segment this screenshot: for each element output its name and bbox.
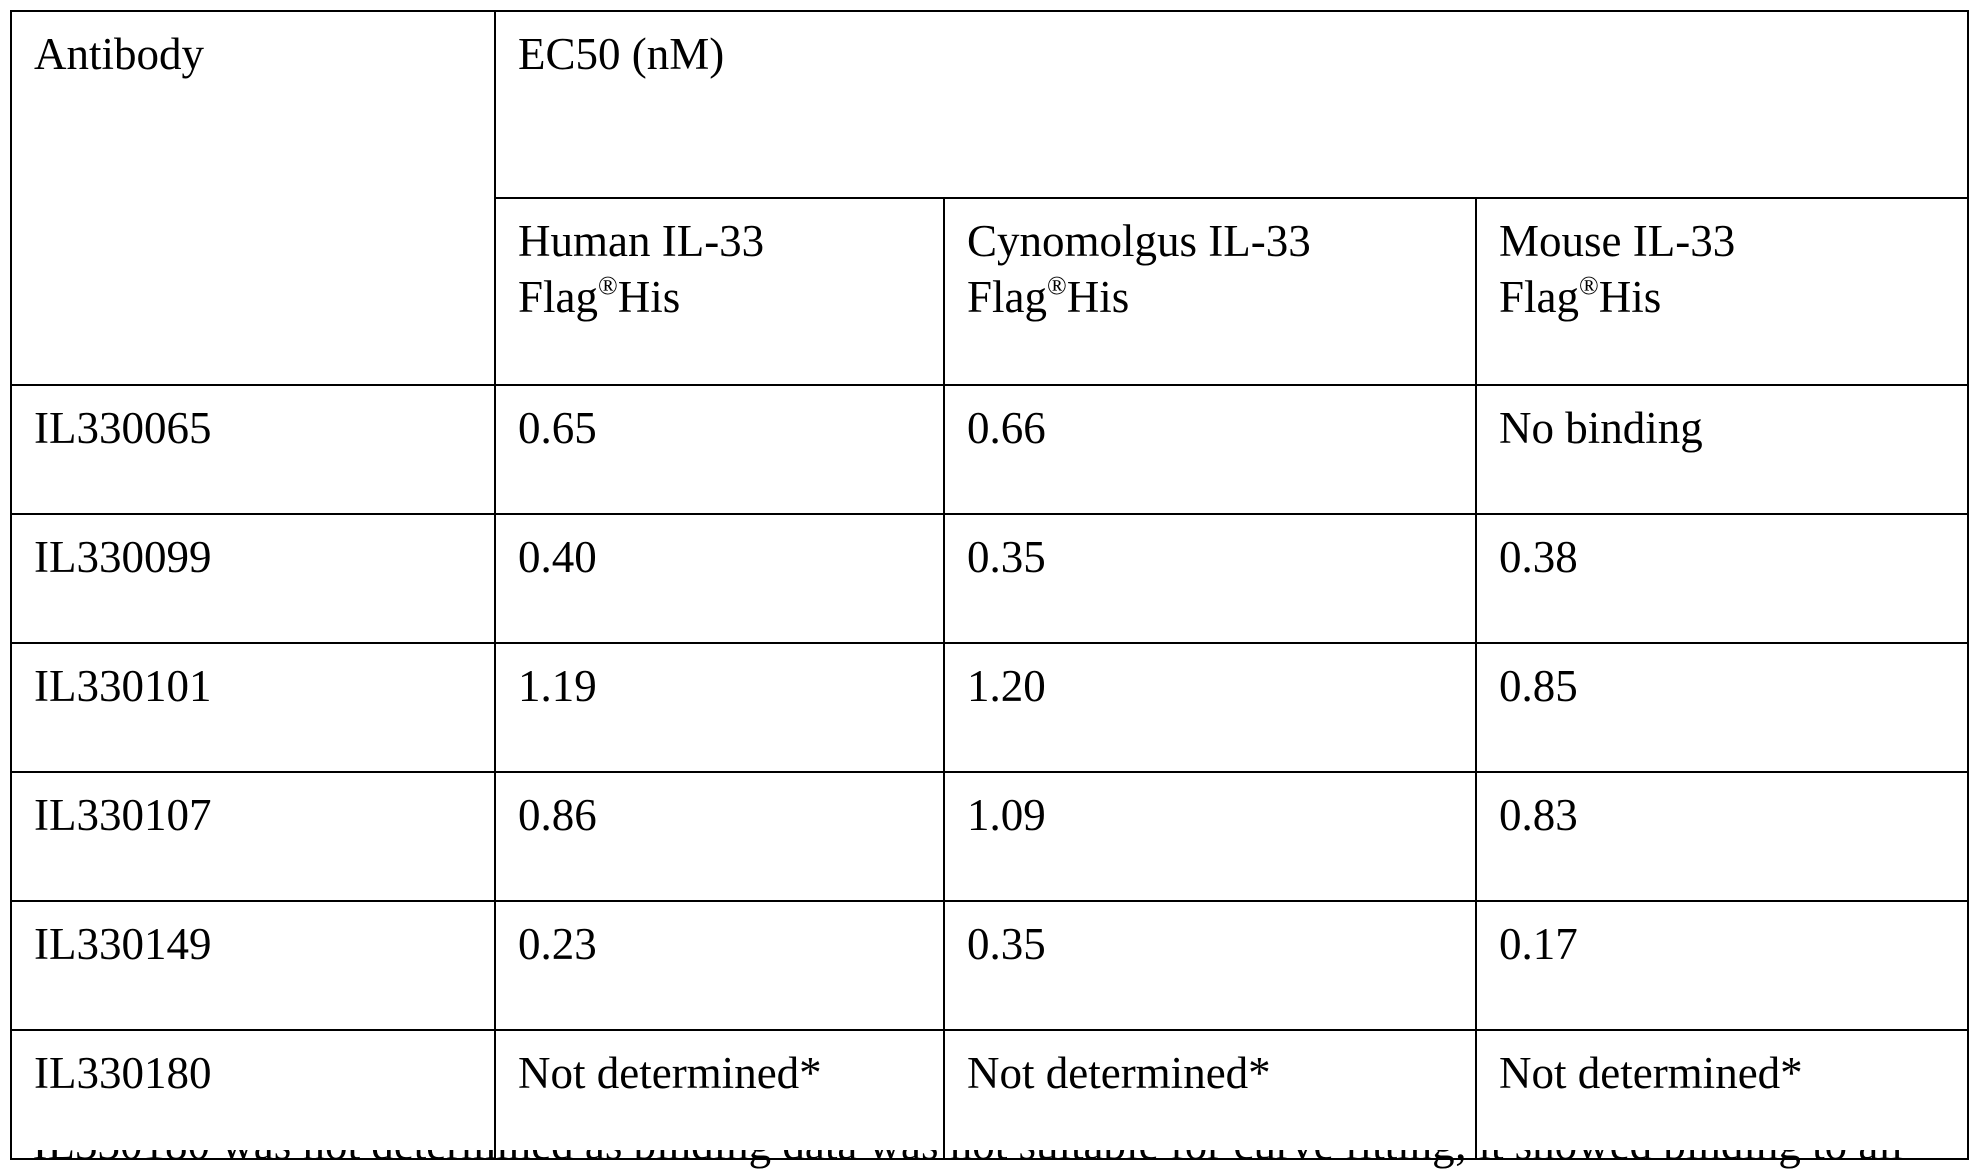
table-row: IL330101 1.19 1.20 0.85 (11, 643, 1968, 772)
antibody-cell: IL330107 (11, 772, 495, 901)
mouse-header-his: His (1599, 272, 1662, 322)
mouse-ec50-cell: Not determined* (1476, 1030, 1968, 1159)
human-ec50-cell: 0.86 (495, 772, 944, 901)
antibody-cell: IL330065 (11, 385, 495, 514)
table-row: IL330099 0.40 0.35 0.38 (11, 514, 1968, 643)
registered-mark: ® (598, 271, 618, 300)
human-header-name: Human IL-33 (518, 216, 764, 266)
registered-mark: ® (1579, 271, 1599, 300)
table-row: IL330107 0.86 1.09 0.83 (11, 772, 1968, 901)
mouse-ec50-cell: 0.85 (1476, 643, 1968, 772)
mouse-ec50-cell: No binding (1476, 385, 1968, 514)
human-ec50-cell: 1.19 (495, 643, 944, 772)
ec50-table: Antibody EC50 (nM) Human IL-33 Flag®His … (10, 10, 1969, 1160)
human-ec50-cell: 0.40 (495, 514, 944, 643)
cyno-il33-header: Cynomolgus IL-33 Flag®His (944, 198, 1476, 385)
table-row: IL330065 0.65 0.66 No binding (11, 385, 1968, 514)
antibody-header: Antibody (11, 11, 495, 385)
mouse-header-name: Mouse IL-33 (1499, 216, 1735, 266)
cyno-ec50-cell: 1.20 (944, 643, 1476, 772)
cyno-ec50-cell: 0.66 (944, 385, 1476, 514)
mouse-header-flag: Flag (1499, 272, 1579, 322)
cyno-ec50-cell: 0.35 (944, 514, 1476, 643)
cyno-header-name: Cynomolgus IL-33 (967, 216, 1311, 266)
cyno-header-his: His (1067, 272, 1130, 322)
mouse-il33-header: Mouse IL-33 Flag®His (1476, 198, 1968, 385)
table-row: IL330180 Not determined* Not determined*… (11, 1030, 1968, 1159)
mouse-ec50-cell: 0.38 (1476, 514, 1968, 643)
mouse-ec50-cell: 0.83 (1476, 772, 1968, 901)
mouse-ec50-cell: 0.17 (1476, 901, 1968, 1030)
human-ec50-cell: Not determined* (495, 1030, 944, 1159)
antibody-cell: IL330099 (11, 514, 495, 643)
cyno-ec50-cell: 0.35 (944, 901, 1476, 1030)
antibody-cell: IL330101 (11, 643, 495, 772)
cyno-ec50-cell: Not determined* (944, 1030, 1476, 1159)
footnote-text: *IL330180 was not determined as binding … (10, 1150, 1903, 1173)
human-il33-header: Human IL-33 Flag®His (495, 198, 944, 385)
table-footnote: *IL330180 was not determined as binding … (10, 1150, 1967, 1173)
registered-mark: ® (1047, 271, 1067, 300)
human-header-flag: Flag (518, 272, 598, 322)
human-header-his: His (618, 272, 681, 322)
cyno-ec50-cell: 1.09 (944, 772, 1476, 901)
table-row: IL330149 0.23 0.35 0.17 (11, 901, 1968, 1030)
cyno-header-flag: Flag (967, 272, 1047, 322)
human-ec50-cell: 0.23 (495, 901, 944, 1030)
antibody-cell: IL330180 (11, 1030, 495, 1159)
antibody-cell: IL330149 (11, 901, 495, 1030)
header-row-1: Antibody EC50 (nM) (11, 11, 1968, 198)
human-ec50-cell: 0.65 (495, 385, 944, 514)
ec50-header: EC50 (nM) (495, 11, 1968, 198)
